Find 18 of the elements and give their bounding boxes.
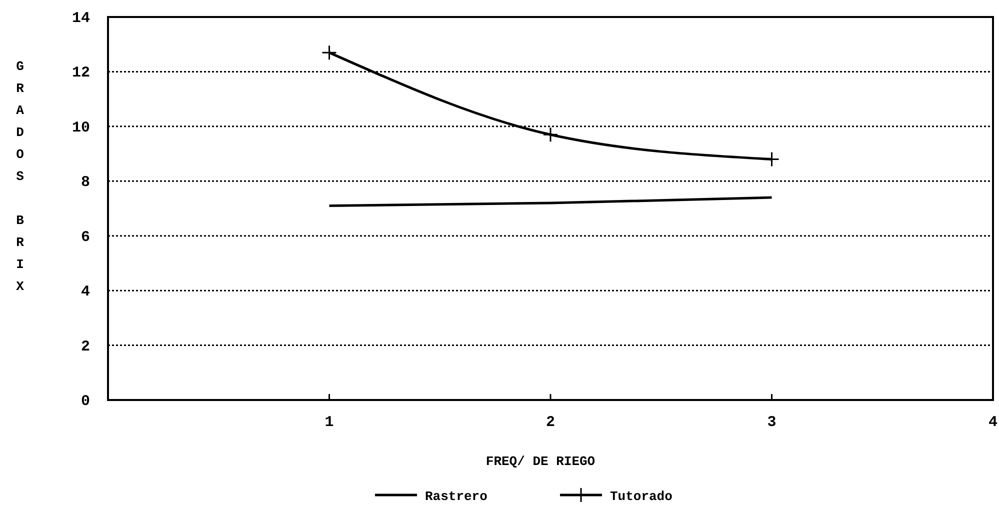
y-tick-label: 8 (80, 174, 90, 192)
y-tick-label: 6 (80, 228, 90, 246)
y-tick-label: 12 (72, 64, 90, 82)
x-tick-label: 2 (546, 414, 556, 431)
legend-label: Tutorado (610, 489, 673, 504)
point (322, 44, 337, 60)
text: GRADOS BRIX (16, 59, 24, 294)
y-tick-label: 4 (80, 284, 90, 301)
y-tick-label: 14 (72, 10, 90, 27)
point (542, 126, 558, 142)
x-tick-label: 4 (988, 414, 998, 431)
x-axis-title: FREQ/ DE RIEGO (486, 454, 596, 469)
y-tick-label: 2 (80, 338, 90, 356)
x-tick-label: 1 (324, 414, 334, 431)
y-tick-label: 10 (72, 119, 90, 136)
legend-label: Rastrero (425, 489, 488, 504)
y-tick-label: 0 (80, 393, 90, 410)
x-tick-label: 3 (767, 414, 776, 431)
